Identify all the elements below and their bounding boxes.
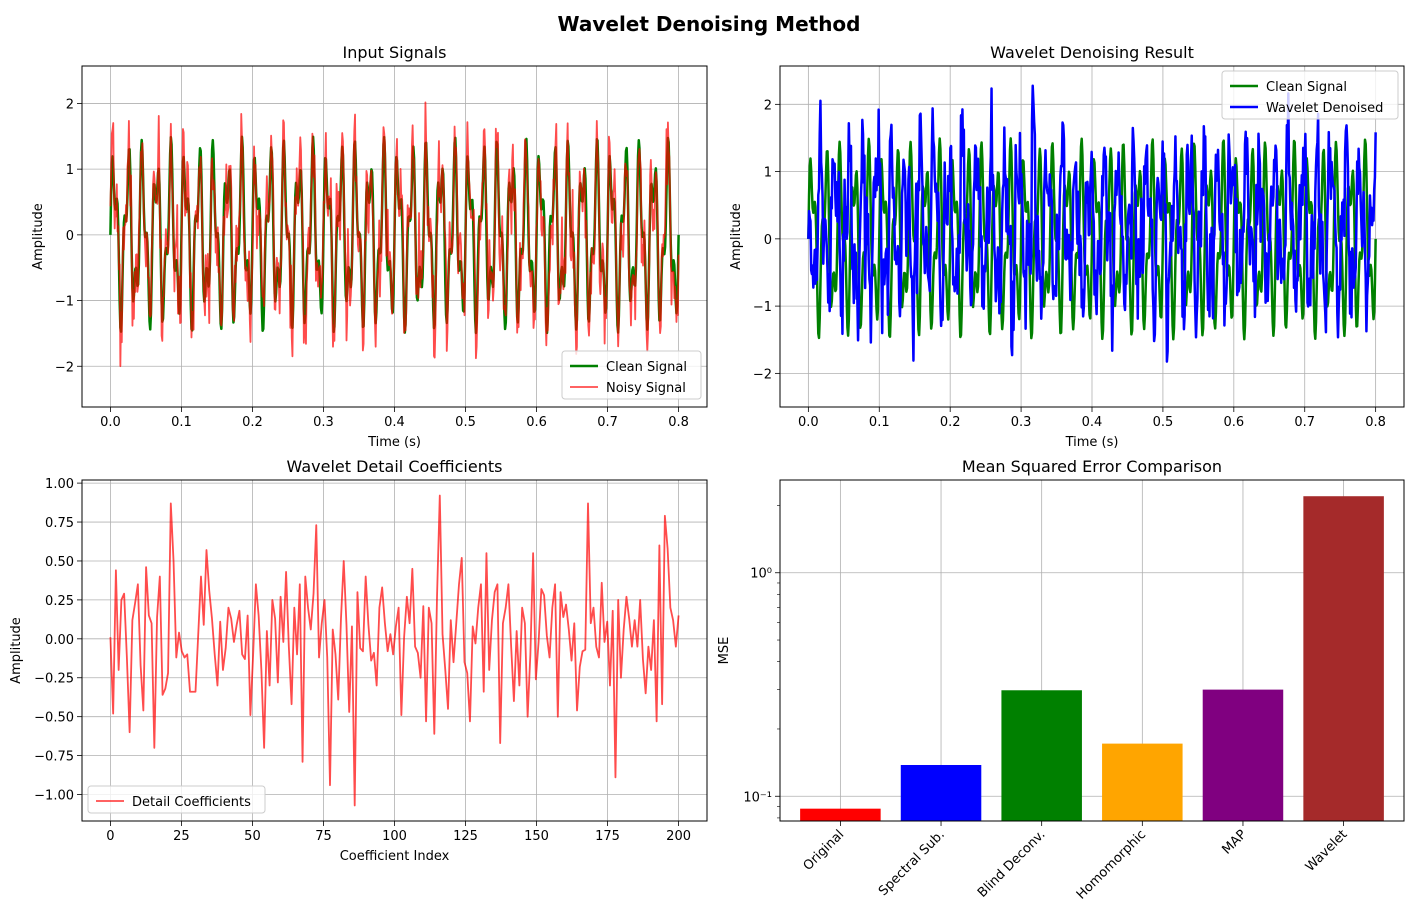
x-tick-label: 200 [666, 829, 691, 844]
bar-original [800, 808, 881, 821]
series-line-detail-coefficients [109, 494, 680, 807]
y-tick-label: 1 [764, 166, 772, 181]
bar-map [1202, 689, 1284, 821]
x-tick-label: 0.7 [597, 415, 618, 430]
legend: Detail Coefficients [87, 785, 266, 814]
y-tick-label: −1 [753, 300, 772, 315]
series-line-wavelet-denoised [807, 84, 1377, 363]
x-tick-label: Blind Deconv. [975, 827, 1048, 900]
x-tick-label: 0.4 [1082, 415, 1103, 430]
axes-frame [81, 479, 708, 822]
x-tick-label: Homomorphic [1074, 827, 1149, 902]
axes-frame [81, 65, 708, 408]
x-tick-label: 175 [595, 829, 620, 844]
y-tick-label: −2 [753, 367, 772, 382]
y-tick-label: 10⁻¹ [743, 790, 772, 805]
x-tick-label: 25 [173, 829, 190, 844]
y-tick-label: −0.75 [34, 750, 74, 765]
bar-blind-deconv [1001, 690, 1082, 821]
bar-homomorphic [1102, 743, 1183, 821]
chart-title: Wavelet Denoising Result [990, 43, 1194, 62]
y-tick-label: 2 [764, 98, 772, 113]
x-axis-label: Time (s) [1065, 435, 1119, 450]
legend-label: Detail Coefficients [132, 795, 251, 810]
figure-title: Wavelet Denoising Method [557, 12, 861, 36]
x-tick-label: 0.8 [1365, 415, 1386, 430]
axes-frame [779, 65, 1405, 408]
x-tick-label: 100 [382, 829, 407, 844]
x-tick-label: 0.3 [313, 415, 334, 430]
series-line-noisy-signal [109, 101, 680, 368]
legend: Clean Signal Noisy Signal [561, 350, 702, 400]
y-tick-label: 2 [66, 97, 74, 112]
x-tick-label: MAP [1219, 827, 1249, 857]
x-tick-label: 150 [524, 829, 549, 844]
legend-box [87, 785, 266, 814]
y-tick-label: 0 [764, 233, 772, 248]
x-tick-label: 0.5 [1153, 415, 1174, 430]
x-tick-label: Spectral Sub. [876, 827, 948, 899]
legend-label: Wavelet Denoised [1266, 101, 1383, 116]
y-tick-label: 0.00 [45, 633, 74, 648]
y-axis-label: MSE [717, 637, 732, 665]
y-tick-label: 0.25 [45, 594, 74, 609]
y-tick-label: 0.50 [45, 555, 74, 570]
legend: Clean Signal Wavelet Denoised [1221, 70, 1399, 120]
x-tick-label: 0.5 [455, 415, 476, 430]
series-line-clean-signal [807, 137, 1377, 341]
x-axis-label: Time (s) [367, 435, 421, 450]
x-tick-label: 75 [315, 829, 332, 844]
x-tick-label: 0.3 [1011, 415, 1032, 430]
x-tick-label: 125 [453, 829, 478, 844]
y-tick-label: −0.25 [34, 672, 74, 687]
y-tick-label: −1 [55, 295, 74, 310]
chart-title: Wavelet Detail Coefficients [287, 457, 503, 476]
x-tick-label: 0.6 [526, 415, 547, 430]
x-tick-label: 0.2 [940, 415, 961, 430]
y-axis-label: Amplitude [729, 203, 744, 270]
x-tick-label: 0.1 [171, 415, 192, 430]
bar-wavelet [1303, 496, 1384, 821]
y-tick-label: 10⁰ [750, 567, 772, 582]
y-tick-label: 0 [66, 229, 74, 244]
x-tick-label: 0.2 [242, 415, 263, 430]
x-tick-label: 0.4 [384, 415, 405, 430]
y-axis-label: Amplitude [31, 203, 46, 270]
y-tick-label: −0.50 [34, 711, 74, 726]
x-tick-label: 0.1 [869, 415, 890, 430]
legend-label: Noisy Signal [606, 381, 686, 396]
y-tick-label: 1 [66, 163, 74, 178]
x-tick-label: 0.0 [100, 415, 121, 430]
x-tick-label: Original [801, 827, 848, 874]
chart-1: Input Signals 0.0 0.1 0.2 0.3 0.4 0.5 0.6 0.7 0.8… [31, 43, 708, 450]
legend-label: Clean Signal [606, 360, 687, 375]
x-tick-label: 0.7 [1294, 415, 1315, 430]
y-axis-label: Amplitude [9, 617, 24, 684]
x-tick-label: Wavelet [1303, 827, 1351, 875]
axes-frame [779, 479, 1405, 822]
chart-2: Wavelet Denoising Result 0.0 0.1 0.2 0.3 0.4 0… [729, 43, 1405, 450]
y-tick-label: 1.00 [45, 477, 74, 492]
y-tick-label: −1.00 [34, 789, 74, 804]
chart-3: Wavelet Detail Coefficients 0 25 50 75 100 125… [9, 457, 708, 864]
x-tick-label: 0.0 [798, 415, 819, 430]
chart-title: Mean Squared Error Comparison [962, 457, 1222, 476]
x-axis-label: Coefficient Index [340, 849, 450, 864]
x-tick-label: 0.8 [668, 415, 689, 430]
legend-label: Clean Signal [1266, 80, 1347, 95]
legend-box [1221, 70, 1399, 120]
x-tick-label: 50 [244, 829, 261, 844]
bar-spectral-sub [900, 764, 982, 821]
chart-title: Input Signals [343, 43, 447, 62]
y-tick-label: 0.75 [45, 516, 74, 531]
y-tick-label: −2 [55, 360, 74, 375]
chart-4: Mean Squared Error Comparison 10⁻¹ 10⁰ MSE O… [717, 457, 1405, 903]
x-tick-label: 0.6 [1223, 415, 1244, 430]
x-tick-label: 0 [106, 829, 114, 844]
